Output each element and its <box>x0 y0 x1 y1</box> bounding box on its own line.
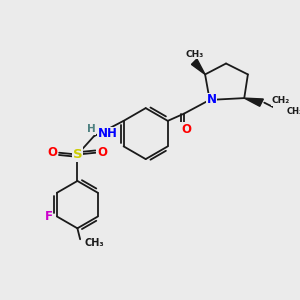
Text: H: H <box>87 124 95 134</box>
Text: NH: NH <box>98 127 117 140</box>
Polygon shape <box>244 98 263 106</box>
Text: S: S <box>73 148 82 161</box>
Text: CH₃: CH₃ <box>286 107 300 116</box>
Text: CH₃: CH₃ <box>85 238 104 248</box>
Text: F: F <box>45 210 53 223</box>
Text: CH₂: CH₂ <box>272 96 290 105</box>
Text: N: N <box>206 93 217 106</box>
Text: O: O <box>181 123 191 136</box>
Text: O: O <box>97 146 107 159</box>
Text: CH₃: CH₃ <box>185 50 203 59</box>
Text: O: O <box>48 146 58 159</box>
Polygon shape <box>191 59 205 74</box>
